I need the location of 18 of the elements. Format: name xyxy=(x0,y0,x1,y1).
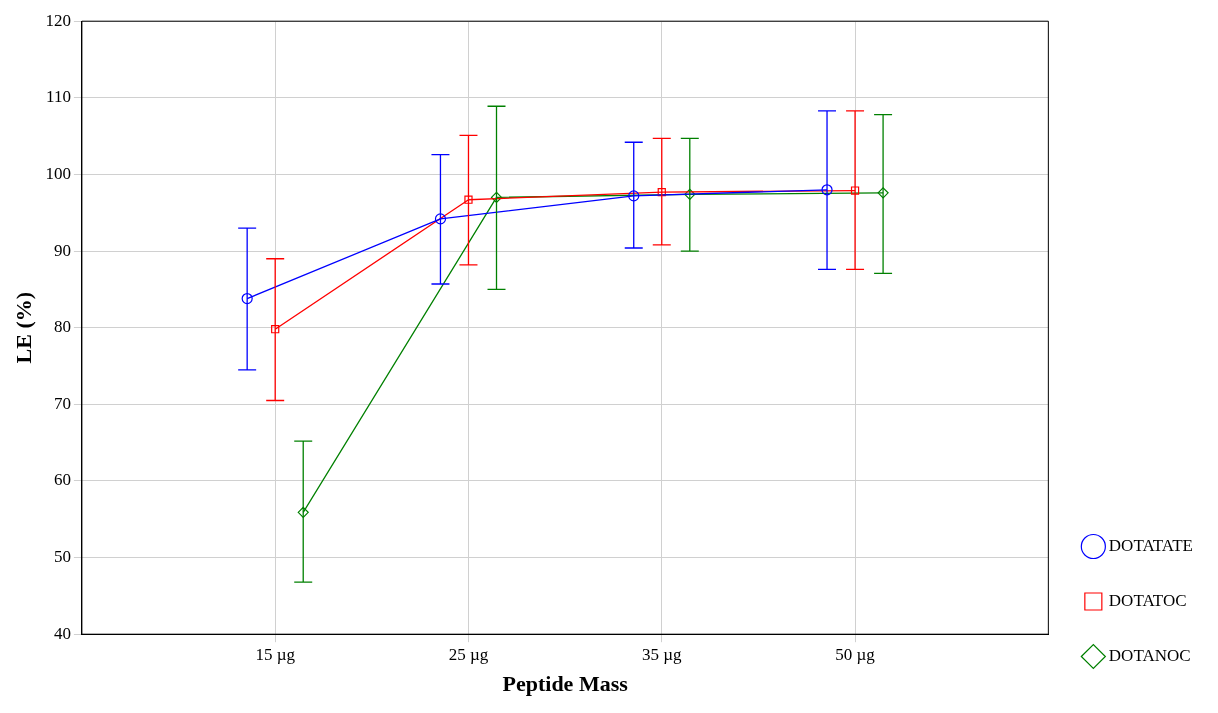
x-tick-label: 15 µg xyxy=(255,644,296,664)
x-axis-title: Peptide Mass xyxy=(502,671,629,697)
x-tick-label: 25 µg xyxy=(448,644,489,664)
x-tick-label: 35 µg xyxy=(641,644,683,664)
legend-label: DOTANOC xyxy=(1108,645,1191,665)
y-tick-label: 110 xyxy=(46,87,71,107)
y-tick-label: 40 xyxy=(53,623,71,643)
y-tick-label: 60 xyxy=(53,470,71,490)
legend-label: DOTATATE xyxy=(1108,535,1193,555)
y-tick-label: 100 xyxy=(45,163,71,183)
y-tick-label: 120 xyxy=(45,10,71,30)
y-tick-label: 80 xyxy=(53,317,71,337)
x-tick-label: 50 µg xyxy=(835,644,876,664)
legend-label: DOTATOC xyxy=(1108,590,1187,610)
y-tick-label: 70 xyxy=(53,393,71,413)
y-axis-title: LE (%) xyxy=(10,291,36,364)
y-tick-label: 90 xyxy=(53,240,71,260)
y-tick-label: 50 xyxy=(53,547,71,567)
